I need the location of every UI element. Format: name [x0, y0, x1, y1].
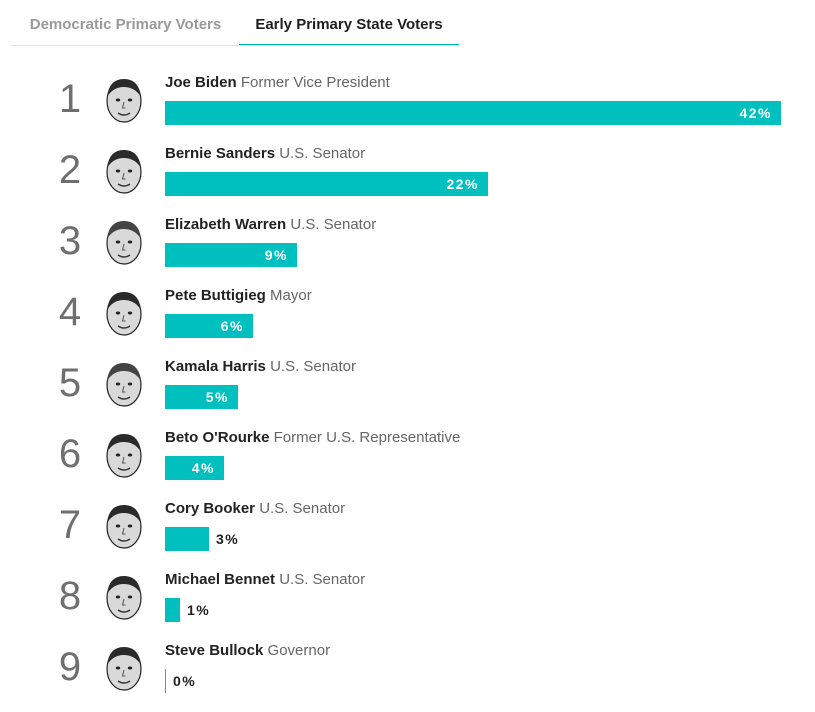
vote-share-value: 22%	[446, 176, 479, 192]
candidate-name: Elizabeth Warren	[165, 216, 287, 233]
candidate-title: Governor	[267, 642, 331, 659]
candidate-name: Kamala Harris	[165, 358, 266, 375]
vote-share-value: 9%	[264, 247, 288, 263]
candidate-row: 3 Elizabeth Warren U.S. Senator 9%	[0, 215, 815, 286]
candidate-title: U.S. Senator	[279, 571, 366, 588]
rank-number: 1	[58, 77, 82, 121]
candidate-label: Elizabeth Warren U.S. Senator	[165, 215, 376, 235]
candidate-title: Former U.S. Representative	[273, 429, 461, 446]
vote-share-value: 1%	[187, 602, 211, 618]
rank-number: 4	[58, 290, 82, 334]
candidate-label: Steve Bullock Governor	[165, 641, 330, 661]
candidate-portrait-icon	[101, 501, 147, 549]
candidate-title: Mayor	[270, 287, 312, 304]
tab-bar: Democratic Primary Voters Early Primary …	[12, 0, 459, 46]
candidate-title: U.S. Senator	[270, 358, 356, 375]
candidate-label: Kamala Harris U.S. Senator	[165, 357, 356, 377]
candidate-portrait-icon	[101, 572, 147, 620]
vote-share-bar	[165, 101, 781, 125]
candidate-name: Michael Bennet	[165, 571, 276, 588]
tab-democratic-primary-voters[interactable]: Democratic Primary Voters	[29, 16, 222, 33]
candidate-portrait-icon	[101, 430, 147, 478]
vote-share-value: 6%	[220, 318, 244, 334]
vote-share-value: 4%	[191, 460, 215, 476]
vote-share-value: 5%	[205, 389, 229, 405]
vote-share-bar	[165, 669, 166, 693]
candidate-row: 5 Kamala Harris U.S. Senator 5%	[0, 357, 815, 428]
candidate-label: Cory Booker U.S. Senator	[165, 499, 345, 519]
candidate-name: Steve Bullock	[165, 642, 264, 659]
vote-share-bar	[165, 172, 488, 196]
vote-share-bar	[165, 527, 209, 551]
candidate-portrait-icon	[101, 359, 147, 407]
candidate-row: 4 Pete Buttigieg Mayor 6%	[0, 286, 815, 357]
candidate-row: 2 Bernie Sanders U.S. Senator 22%	[0, 144, 815, 215]
candidate-name: Joe Biden	[165, 74, 237, 91]
candidate-portrait-icon	[101, 643, 147, 691]
vote-share-bar	[165, 314, 253, 338]
candidate-row: 1 Joe Biden Former Vice President 42%	[0, 73, 815, 144]
candidate-label: Pete Buttigieg Mayor	[165, 286, 312, 306]
vote-share-bar	[165, 598, 180, 622]
candidate-row: 8 Michael Bennet U.S. Senator 1%	[0, 570, 815, 641]
vote-share-value: 3%	[216, 531, 240, 547]
candidate-row: 6 Beto O'Rourke Former U.S. Representativ…	[0, 428, 815, 499]
rank-number: 9	[58, 645, 82, 689]
candidate-portrait-icon	[101, 288, 147, 336]
vote-share-bar	[165, 385, 238, 409]
candidate-row: 9 Steve Bullock Governor 0%	[0, 641, 815, 712]
candidate-title: U.S. Senator	[290, 216, 377, 233]
vote-share-bar	[165, 243, 297, 267]
rank-number: 3	[58, 219, 82, 263]
candidate-label: Michael Bennet U.S. Senator	[165, 570, 365, 590]
tab-divider	[12, 45, 459, 46]
candidate-label: Joe Biden Former Vice President	[165, 73, 390, 93]
candidate-label: Bernie Sanders U.S. Senator	[165, 144, 365, 164]
candidate-portrait-icon	[101, 146, 147, 194]
candidate-name: Bernie Sanders	[165, 145, 276, 162]
rank-number: 2	[58, 148, 82, 192]
candidate-title: Former Vice President	[240, 74, 390, 91]
candidate-title: U.S. Senator	[259, 500, 346, 517]
candidate-portrait-icon	[101, 75, 147, 123]
candidate-name: Pete Buttigieg	[165, 287, 266, 304]
rank-number: 5	[58, 361, 82, 405]
candidate-row: 7 Cory Booker U.S. Senator 3%	[0, 499, 815, 570]
rank-number: 6	[58, 432, 82, 476]
candidate-label: Beto O'Rourke Former U.S. Representative	[165, 428, 460, 448]
candidate-title: U.S. Senator	[279, 145, 366, 162]
vote-share-bar	[165, 456, 224, 480]
candidate-name: Cory Booker	[165, 500, 256, 517]
candidate-portrait-icon	[101, 217, 147, 265]
vote-share-value: 42%	[739, 105, 772, 121]
candidate-name: Beto O'Rourke	[165, 429, 270, 446]
vote-share-value: 0%	[173, 673, 197, 689]
rank-number: 8	[58, 574, 82, 618]
rank-number: 7	[58, 503, 82, 547]
